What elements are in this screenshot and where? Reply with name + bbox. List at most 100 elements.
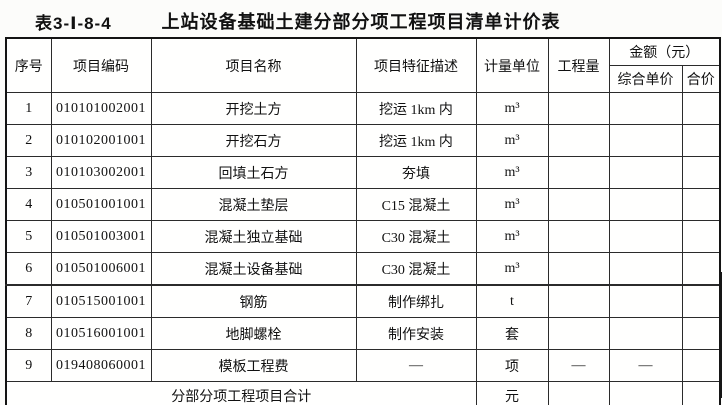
cell-unit: m³ — [475, 220, 549, 253]
cell-quantity — [547, 252, 610, 286]
header-quantity: 工程量 — [547, 37, 610, 93]
table-row: 3 010103002001 回填土石方 夯填 m³ — [5, 156, 721, 189]
table-row: 8 010516001001 地脚螺栓 制作安装 套 — [5, 317, 721, 350]
page-title: 上站设备基础土建分部分项工程项目清单计价表 — [161, 12, 561, 32]
header-unit-price: 综合单价 — [608, 65, 683, 93]
cell-quantity — [547, 284, 610, 318]
header-feature: 项目特征描述 — [355, 37, 477, 93]
cell-seq: 1 — [5, 92, 52, 125]
header-unit: 计量单位 — [475, 37, 549, 93]
cell-name: 开挖石方 — [150, 124, 357, 157]
cell-unit-price — [608, 284, 683, 318]
footer-unit: 元 — [475, 381, 549, 405]
cell-quantity — [547, 156, 610, 189]
header-row-1: 序号 项目编码 项目名称 项目特征描述 计量单位 工程量 金额（元） — [5, 37, 721, 93]
table-number: 表3-Ⅰ-8-4 — [35, 14, 112, 33]
cell-total — [681, 284, 721, 318]
cell-code: 010501006001 — [50, 252, 152, 286]
cell-total — [681, 92, 721, 125]
boq-pricing-table: 序号 项目编码 项目名称 项目特征描述 计量单位 工程量 金额（元） 综合单价 … — [5, 37, 721, 405]
cell-code: 010103002001 — [50, 156, 152, 189]
header-code: 项目编码 — [50, 37, 152, 93]
cell-feature: 挖运 1km 内 — [355, 124, 477, 157]
cell-name: 回填土石方 — [150, 156, 357, 189]
cell-total — [681, 188, 721, 221]
cell-total — [681, 124, 721, 157]
cell-total — [681, 156, 721, 189]
cell-unit: m³ — [475, 92, 549, 125]
cell-code: 010515001001 — [50, 284, 152, 318]
cell-seq: 7 — [5, 284, 52, 318]
cell-unit-price — [608, 317, 683, 350]
header-seq: 序号 — [5, 37, 52, 93]
cell-unit-price — [608, 156, 683, 189]
cell-code: 010501001001 — [50, 188, 152, 221]
cell-name: 混凝土垫层 — [150, 188, 357, 221]
cell-name: 开挖土方 — [150, 92, 357, 125]
cell-name: 模板工程费 — [150, 349, 357, 382]
table-row: 2 010102001001 开挖石方 挖运 1km 内 m³ — [5, 124, 721, 157]
cell-feature: 挖运 1km 内 — [355, 92, 477, 125]
footer-total — [681, 381, 721, 405]
cell-unit-price — [608, 220, 683, 253]
cell-unit: m³ — [475, 252, 549, 286]
cell-feature: — — [355, 349, 477, 382]
cell-unit-price: — — [608, 349, 683, 382]
cell-code: 019408060001 — [50, 349, 152, 382]
cell-code: 010501003001 — [50, 220, 152, 253]
header-row-2: 综合单价 合价 — [6, 65, 721, 93]
cell-quantity: — — [547, 349, 610, 382]
cell-unit: t — [475, 284, 549, 318]
footer-unit-price — [608, 381, 683, 405]
scan-artifact — [719, 272, 722, 398]
cell-total — [681, 220, 721, 253]
cell-feature: 制作安装 — [355, 317, 477, 350]
cell-code: 010102001001 — [50, 124, 152, 157]
cell-unit-price — [608, 124, 683, 157]
table-footer-row: 分部分项工程项目合计 元 — [5, 381, 721, 405]
table-row: 7 010515001001 钢筋 制作绑扎 t — [5, 284, 721, 318]
cell-unit: m³ — [475, 156, 549, 189]
cell-code: 010101002001 — [50, 92, 152, 125]
table-row: 4 010501001001 混凝土垫层 C15 混凝土 m³ — [5, 188, 721, 221]
cell-unit-price — [608, 252, 683, 286]
cell-seq: 4 — [5, 188, 52, 221]
cell-quantity — [547, 188, 610, 221]
cell-unit-price — [608, 188, 683, 221]
cell-seq: 9 — [5, 349, 52, 382]
cell-feature: C30 混凝土 — [355, 252, 477, 286]
table-row: 5 010501003001 混凝土独立基础 C30 混凝土 m³ — [5, 220, 721, 253]
cell-code: 010516001001 — [50, 317, 152, 350]
cell-total — [681, 317, 721, 350]
header-name: 项目名称 — [150, 37, 357, 93]
table-body: 1 010101002001 开挖土方 挖运 1km 内 m³ 2 010102… — [5, 92, 721, 405]
table-row: 1 010101002001 开挖土方 挖运 1km 内 m³ — [5, 92, 721, 125]
cell-unit: m³ — [475, 124, 549, 157]
cell-quantity — [547, 124, 610, 157]
table-row: 9 019408060001 模板工程费 — 项 — — — [5, 349, 721, 382]
cell-unit-price — [608, 92, 683, 125]
cell-unit: m³ — [475, 188, 549, 221]
cell-seq: 8 — [5, 317, 52, 350]
cell-total — [681, 252, 721, 286]
cell-unit: 项 — [475, 349, 549, 382]
table-header: 序号 项目编码 项目名称 项目特征描述 计量单位 工程量 金额（元） 综合单价 … — [5, 37, 721, 93]
cell-feature: C15 混凝土 — [355, 188, 477, 221]
cell-quantity — [547, 220, 610, 253]
footer-quantity — [547, 381, 610, 405]
cell-name: 混凝土设备基础 — [150, 252, 357, 286]
table-row: 6 010501006001 混凝土设备基础 C30 混凝土 m³ — [5, 252, 721, 286]
cell-feature: C30 混凝土 — [355, 220, 477, 253]
cell-name: 钢筋 — [150, 284, 357, 318]
header-total: 合价 — [681, 65, 721, 93]
cell-unit: 套 — [475, 317, 549, 350]
footer-label: 分部分项工程项目合计 — [5, 381, 477, 405]
title-bar: 表3-Ⅰ-8-4 上站设备基础土建分部分项工程项目清单计价表 — [0, 0, 722, 37]
cell-seq: 2 — [5, 124, 52, 157]
cell-name: 地脚螺栓 — [150, 317, 357, 350]
cell-seq: 6 — [5, 252, 52, 286]
cell-quantity — [547, 317, 610, 350]
cell-feature: 夯填 — [355, 156, 477, 189]
cell-feature: 制作绑扎 — [355, 284, 477, 318]
